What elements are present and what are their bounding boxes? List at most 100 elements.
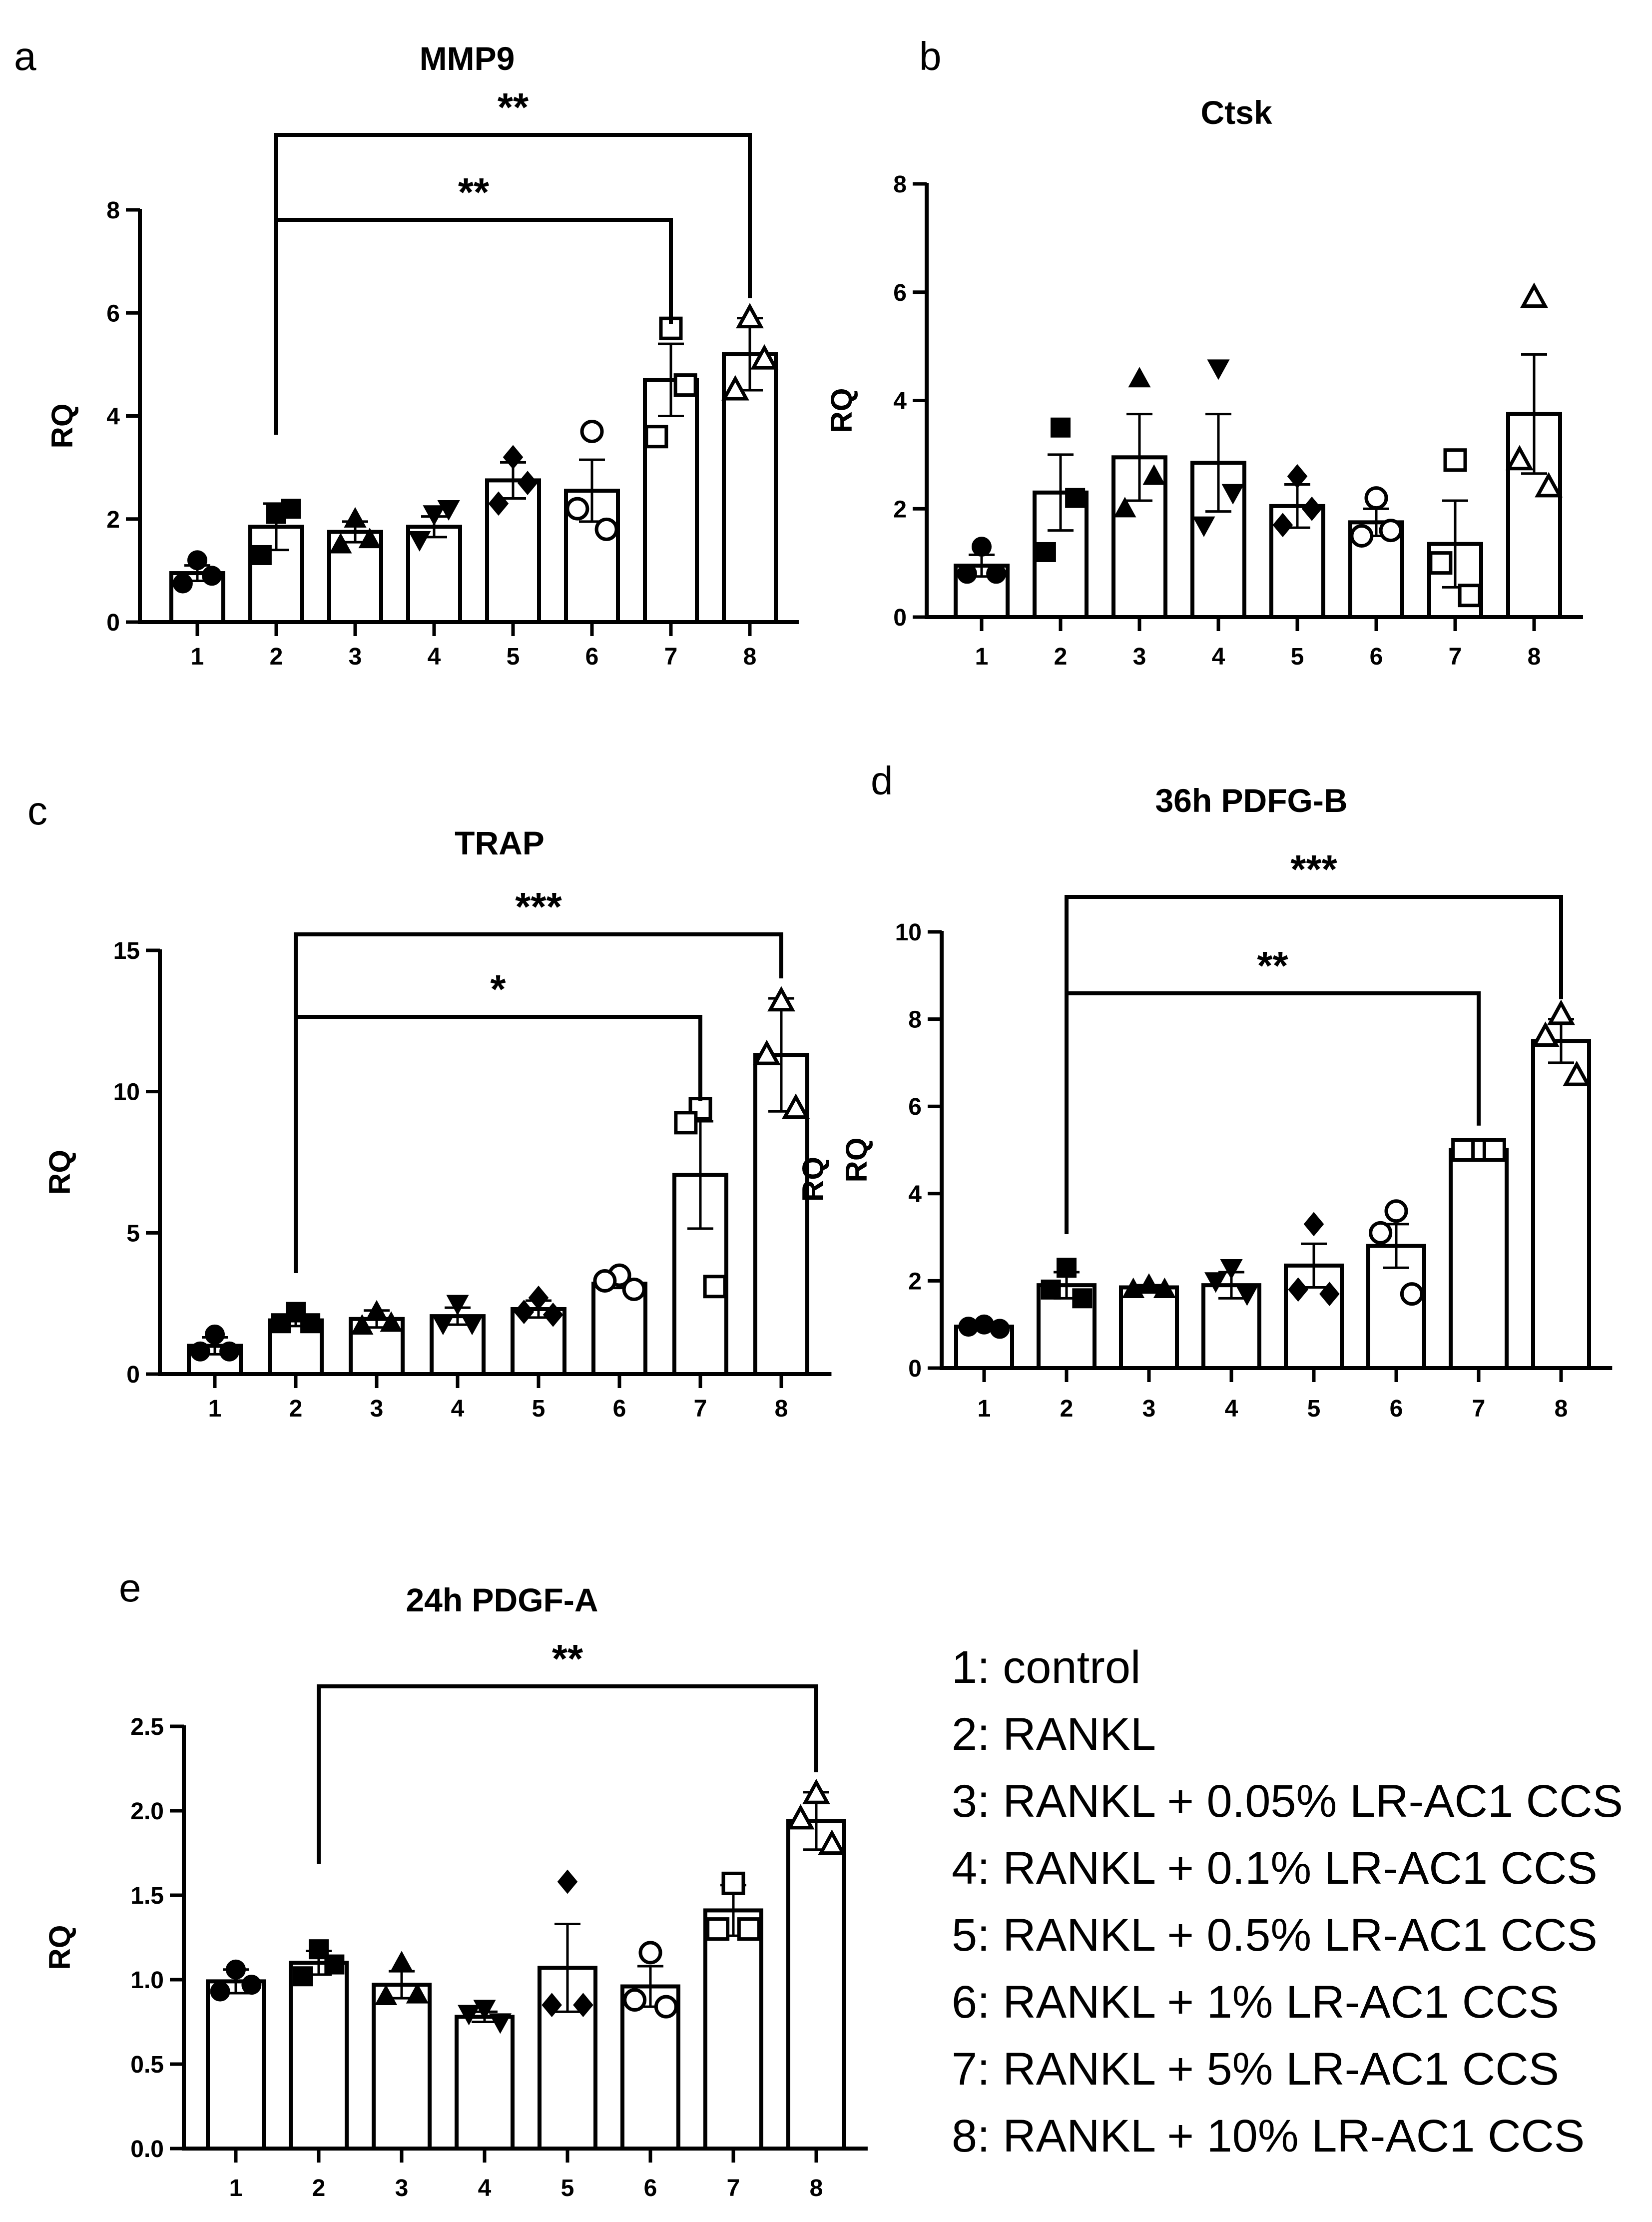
significance-label: ** (498, 85, 529, 129)
data-point (191, 1342, 210, 1361)
x-tick-label: 8 (810, 2175, 823, 2202)
data-point (640, 1943, 660, 1963)
data-point (1402, 1284, 1422, 1304)
x-tick-label: 5 (532, 1396, 546, 1422)
x-tick-label: 7 (727, 2175, 740, 2202)
x-tick-label: 7 (1449, 644, 1462, 670)
bar (208, 1981, 264, 2149)
data-point (656, 1997, 676, 2017)
y-tick-label: 2.5 (130, 1714, 164, 1740)
significance-bracket (1067, 993, 1479, 1234)
x-tick-label: 3 (349, 644, 362, 670)
y-tick-label: 1.5 (130, 1883, 164, 1909)
legend-item-2: 2: RANKL (952, 1701, 1646, 1768)
data-point (272, 1314, 291, 1333)
y-tick-label: 10 (895, 919, 922, 946)
y-tick-label: 2 (893, 496, 907, 523)
x-tick-label: 5 (1291, 644, 1304, 670)
data-point (790, 1808, 812, 1828)
y-tick-label: 4 (908, 1181, 922, 1208)
data-point (972, 537, 991, 556)
legend-item-6: 6: RANKL + 1% LR-AC1 CCS (952, 1969, 1646, 2036)
x-tick-label: 2 (312, 2175, 326, 2202)
data-point (281, 499, 300, 518)
y-tick-label: 4 (893, 388, 907, 415)
panel-letter: e (119, 1565, 141, 1610)
data-point (1304, 1213, 1323, 1236)
x-tick-label: 6 (644, 2175, 657, 2202)
bar (1121, 1287, 1177, 1368)
y-tick-label: 2.0 (130, 1798, 164, 1825)
y-axis-label: RQ (45, 404, 79, 449)
data-point (723, 1873, 743, 1893)
x-tick-label: 1 (191, 644, 204, 670)
y-tick-label: 0 (908, 1356, 922, 1382)
y-axis-label: RQ (43, 1150, 76, 1195)
bar (291, 1963, 347, 2149)
data-point (1535, 1025, 1557, 1045)
chart-title: TRAP (455, 824, 545, 861)
data-point (1073, 1289, 1092, 1308)
chart-title: MMP9 (420, 40, 515, 77)
bar (457, 2017, 513, 2149)
chart-title: Ctsk (1200, 94, 1272, 131)
data-point (646, 427, 666, 447)
panel-e: e 24h PDGF-A RQ 0.0 0.5 1.0 1.5 2.0 2.5 1 2 3 4 5 6 7 8 *… (43, 1565, 868, 2202)
data-point (188, 551, 207, 570)
data-point (990, 1319, 1009, 1338)
x-tick-label: 8 (775, 1396, 788, 1422)
legend-item-4: 4: RANKL + 0.1% LR-AC1 CCS (952, 1835, 1646, 1902)
data-point (567, 499, 587, 519)
x-tick-label: 4 (1212, 644, 1225, 670)
y-tick-label: 6 (908, 1094, 922, 1120)
x-tick-label: 8 (743, 644, 757, 670)
y-tick-label: 15 (113, 938, 140, 964)
panel-letter: d (871, 758, 893, 803)
significance-bracket (296, 1017, 700, 1273)
data-point (675, 375, 695, 395)
x-tick-label: 2 (270, 644, 283, 670)
x-tick-label: 7 (664, 644, 678, 670)
legend-item-8: 8: RANKL + 10% LR-AC1 CCS (952, 2103, 1646, 2170)
data-point (1066, 489, 1085, 508)
legend-item-7: 7: RANKL + 5% LR-AC1 CCS (952, 2036, 1646, 2103)
data-point (1037, 543, 1056, 562)
x-tick-label: 1 (229, 2175, 243, 2202)
significance-label: *** (515, 884, 562, 929)
x-tick-label: 2 (1054, 644, 1068, 670)
significance-label: ** (458, 170, 490, 214)
y-tick-label: 2 (106, 507, 120, 533)
data-point (1445, 450, 1465, 470)
data-point (1484, 1140, 1504, 1160)
y-tick-label: 5 (126, 1220, 140, 1247)
data-point (504, 446, 523, 469)
x-tick-label: 2 (289, 1396, 303, 1422)
data-point (1550, 1003, 1572, 1023)
y-tick-label: 2 (908, 1268, 922, 1295)
data-point (1381, 521, 1401, 541)
panel-a: a MMP9RQ024681 2 3 4 5 6 7 8**** (14, 34, 799, 670)
significance-bracket (276, 220, 671, 435)
x-tick-label: 3 (395, 2175, 409, 2202)
data-point (1431, 553, 1451, 573)
x-tick-label: 7 (694, 1396, 707, 1422)
data-point (1208, 360, 1229, 379)
data-point (1129, 368, 1150, 387)
x-tick-label: 5 (507, 644, 520, 670)
data-point (958, 564, 977, 583)
y-tick-label: 1.0 (130, 1967, 164, 1994)
bar (374, 1985, 430, 2149)
y-tick-label: 0 (106, 610, 120, 636)
data-point (624, 1279, 644, 1299)
y-tick-label: 8 (893, 171, 907, 198)
x-tick-label: 2 (1060, 1396, 1074, 1422)
x-tick-label: 3 (370, 1396, 384, 1422)
data-point (173, 574, 192, 593)
stray-rq-label: RQ (796, 1157, 830, 1202)
y-tick-label: 10 (113, 1079, 140, 1106)
data-point (1352, 526, 1372, 546)
data-point (1138, 1274, 1159, 1293)
panel-d: d 36h PDFG-BRQ02468101 2 3 4 5 6 7 8***** (840, 758, 1612, 1422)
data-point (959, 1317, 978, 1336)
data-point (220, 1342, 239, 1361)
